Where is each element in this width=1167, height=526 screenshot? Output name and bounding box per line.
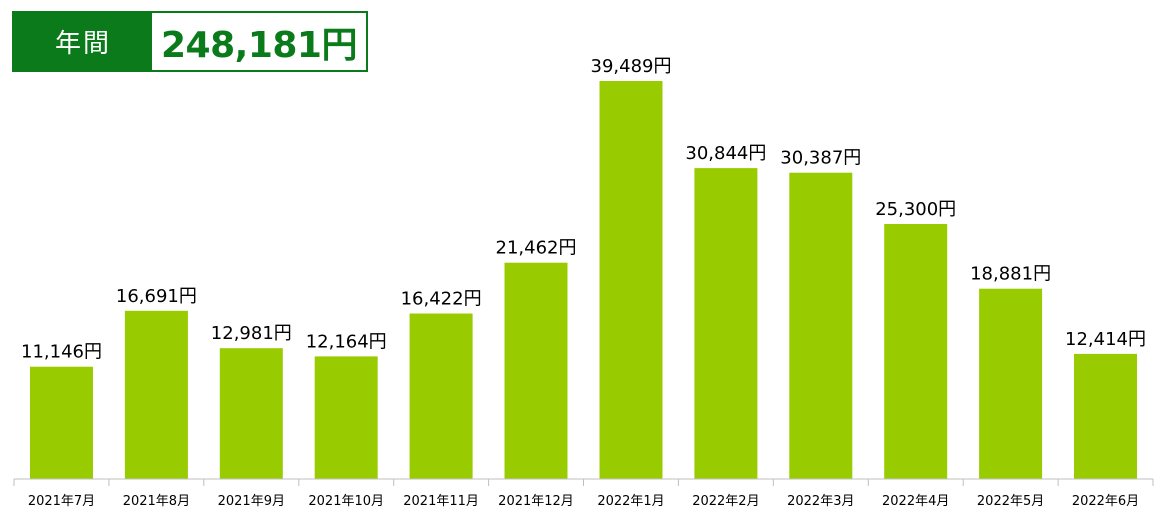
data-label: 16,691円 xyxy=(116,286,197,307)
x-tick-label: 2022年6月 xyxy=(1072,494,1139,509)
bar-1 xyxy=(30,366,93,479)
x-tick-label: 2022年3月 xyxy=(787,494,854,509)
x-tick-label: 2021年7月 xyxy=(28,494,95,509)
annual-total-value: 248,181円 xyxy=(161,24,357,66)
bar-7 xyxy=(599,81,663,479)
x-tick-label: 2021年9月 xyxy=(218,494,285,509)
data-label: 12,164円 xyxy=(306,331,387,352)
bars-group xyxy=(30,81,1137,479)
bar-4 xyxy=(314,356,378,479)
annual-total-box: 年間 248,181円 xyxy=(12,11,368,72)
annual-total-label: 年間 xyxy=(14,13,152,70)
data-labels-group: 11,146円 16,691円 12,981円 12,164円 16,422円 21,46… xyxy=(21,56,1146,363)
data-label: 30,844円 xyxy=(685,143,766,164)
bar-5 xyxy=(409,313,473,479)
x-tick-label: 2021年12月 xyxy=(498,494,574,509)
data-label: 12,414円 xyxy=(1065,329,1146,350)
x-tick-label: 2021年8月 xyxy=(123,494,190,509)
bar-6 xyxy=(504,262,568,479)
data-label: 16,422円 xyxy=(401,289,482,310)
x-tick-label: 2022年1月 xyxy=(597,494,664,509)
data-label: 11,146円 xyxy=(21,342,102,363)
data-label: 21,462円 xyxy=(496,238,577,259)
data-label: 30,387円 xyxy=(780,148,861,169)
bar-11 xyxy=(979,288,1043,479)
x-tick-label: 2022年2月 xyxy=(692,494,759,509)
x-tick-label: 2022年5月 xyxy=(977,494,1044,509)
x-tick-label: 2021年10月 xyxy=(308,494,384,509)
data-label: 25,300円 xyxy=(875,199,956,220)
bar-8 xyxy=(694,168,758,479)
bar-3 xyxy=(219,348,283,479)
x-tick-label: 2022年4月 xyxy=(882,494,949,509)
x-tick-label: 2021年11月 xyxy=(403,494,479,509)
data-label: 18,881円 xyxy=(970,264,1051,285)
bar-12 xyxy=(1074,353,1137,479)
x-axis-ticks: 2021年7月 2021年8月 2021年9月 2021年10月 2021年11月 202… xyxy=(13,479,1154,509)
data-label: 39,489円 xyxy=(591,56,672,77)
bar-9 xyxy=(789,172,853,479)
bar-2 xyxy=(124,310,188,479)
bar-10 xyxy=(884,224,948,479)
data-label: 12,981円 xyxy=(211,323,292,344)
